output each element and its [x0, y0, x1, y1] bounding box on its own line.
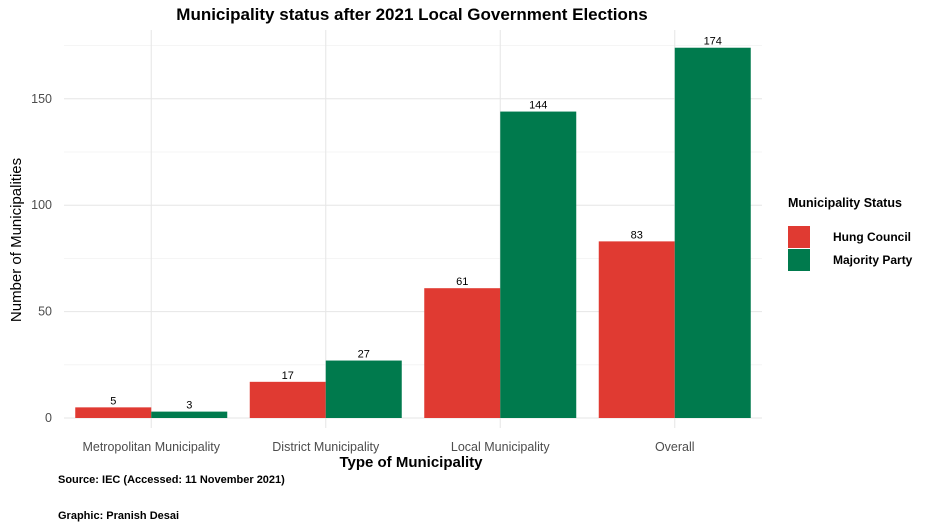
data-label: 61	[456, 276, 468, 288]
y-tick-labels: 0 50 100 150	[31, 92, 52, 425]
data-label: 27	[358, 349, 370, 361]
legend-swatch	[788, 249, 810, 271]
data-label: 17	[282, 370, 294, 382]
bar	[151, 411, 228, 418]
graphic-credit: Graphic: Pranish Desai	[58, 510, 180, 522]
bar	[424, 288, 501, 418]
legend-label: Majority Party	[833, 253, 913, 267]
legend-title: Municipality Status	[788, 196, 902, 210]
bars	[75, 47, 751, 419]
x-tick-label: District Municipality	[272, 440, 380, 454]
x-tick-labels: Metropolitan Municipality District Munici…	[82, 440, 694, 454]
bar	[325, 360, 402, 418]
data-labels: 5 3 17 27 61 144 83 174	[110, 36, 722, 412]
legend-label: Hung Council	[833, 230, 911, 244]
y-tick-label: 50	[38, 305, 52, 319]
y-tick-label: 100	[31, 198, 52, 212]
y-axis-title: Number of Municipalities	[8, 158, 25, 322]
bar	[500, 111, 577, 419]
bar	[75, 407, 152, 418]
bar	[674, 47, 751, 419]
bar	[598, 241, 675, 418]
chart-title: Municipality status after 2021 Local Gov…	[176, 5, 647, 24]
x-tick-label: Overall	[655, 440, 695, 454]
data-label: 83	[631, 229, 643, 241]
source-caption: Source: IEC (Accessed: 11 November 2021)	[58, 474, 285, 486]
data-label: 3	[186, 400, 192, 412]
x-tick-label: Local Municipality	[451, 440, 550, 454]
bar	[249, 381, 326, 418]
x-axis-title: Type of Municipality	[339, 454, 483, 471]
x-tick-label: Metropolitan Municipality	[82, 440, 220, 454]
data-label: 144	[529, 100, 547, 112]
legend: Municipality Status Hung Council Majority…	[788, 196, 913, 271]
y-tick-label: 150	[31, 92, 52, 106]
y-tick-label: 0	[45, 411, 52, 425]
data-label: 5	[110, 395, 116, 407]
data-label: 174	[704, 36, 722, 48]
legend-swatch	[788, 226, 810, 248]
